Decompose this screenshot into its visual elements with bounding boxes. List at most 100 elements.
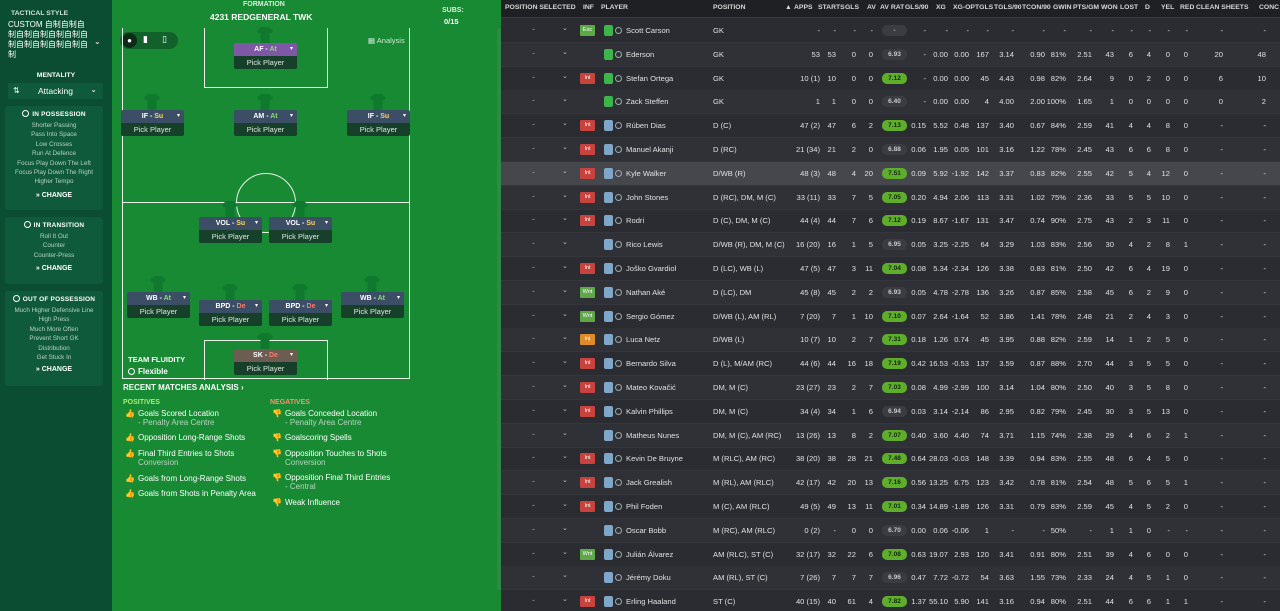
player-name[interactable]: John Stones xyxy=(626,192,669,202)
player-name[interactable]: Phil Foden xyxy=(626,502,663,511)
formation-position-3[interactable]: AM - At ▾ Pick Player xyxy=(234,94,297,136)
negative-item[interactable]: 👎 Goals Conceded Location - Penalty Area C… xyxy=(270,409,377,427)
position-selected-value[interactable]: - xyxy=(532,95,535,106)
role-dropdown-icon[interactable]: ▾ xyxy=(289,113,293,119)
role-dropdown-icon[interactable]: ▾ xyxy=(402,113,406,119)
position-role[interactable]: AF - At ▾ xyxy=(234,43,297,56)
position-selected-value[interactable]: - xyxy=(532,476,535,487)
col-inf[interactable]: INF xyxy=(583,4,594,11)
table-row[interactable]: - ⌄ Ederson GK 53 53 0 0-0.00 0.00 167 3.14 0.90 81%… xyxy=(501,42,1280,67)
position-select-chevron-icon[interactable]: ⌄ xyxy=(562,167,568,175)
pick-player-button[interactable]: Pick Player xyxy=(269,313,332,326)
table-row[interactable]: - ⌄ Matheus Nunes DM, M (C), AM (RC) 13 (26)… xyxy=(501,423,1280,448)
col-av[interactable]: AV xyxy=(867,4,876,11)
position-role[interactable]: AM - At ▾ xyxy=(234,110,297,123)
table-row[interactable]: - ⌄ Int Kalvin Phillips DM, M (C) 34 (4) 34 1 6 0… xyxy=(501,400,1280,424)
player-name[interactable]: Bernardo Silva xyxy=(626,359,676,369)
col-starts[interactable]: STARTS xyxy=(818,4,845,11)
formation-position-8[interactable]: BPD - De ▾ Pick Player xyxy=(199,284,262,326)
role-dropdown-icon[interactable]: ▾ xyxy=(182,295,186,301)
pick-player-button[interactable]: Pick Player xyxy=(127,305,190,318)
player-name[interactable]: Scott Carson xyxy=(626,26,670,35)
formation-position-9[interactable]: BPD - De ▾ Pick Player xyxy=(269,284,332,326)
subs-scrollbar[interactable] xyxy=(497,28,501,590)
col-apps[interactable]: APPS xyxy=(794,4,813,11)
position-select-chevron-icon[interactable]: ⌄ xyxy=(562,572,568,580)
position-role[interactable]: IF - Su ▾ xyxy=(347,110,410,123)
position-select-chevron-icon[interactable]: ⌄ xyxy=(562,215,568,223)
position-select-chevron-icon[interactable]: ⌄ xyxy=(562,405,568,413)
table-row[interactable]: - ⌄ Int Manuel Akanji D (RC) 21 (34) 21 2 0 0.06 1… xyxy=(501,138,1280,162)
col-conc[interactable]: CONC xyxy=(1259,4,1280,11)
role-dropdown-icon[interactable]: ▾ xyxy=(254,303,258,309)
position-selected-value[interactable]: - xyxy=(532,333,535,344)
formation-position-10[interactable]: WB - At ▾ Pick Player xyxy=(341,276,404,318)
player-name[interactable]: Erling Haaland xyxy=(626,597,676,607)
negative-item[interactable]: 👎 Opposition Final Third Entries - Central xyxy=(270,473,390,491)
table-row[interactable]: - ⌄ Int Erling Haaland ST (C) 40 (15) 40 61 4 1.3… xyxy=(501,590,1280,611)
position-role[interactable]: SK - De ▾ xyxy=(234,349,297,362)
table-row[interactable]: - ⌄ Int John Stones D (RC), DM, M (C) 33 (11)… xyxy=(501,185,1280,210)
negative-item[interactable]: 👎 Goalscoring Spells xyxy=(270,433,352,442)
pick-player-button[interactable]: Pick Player xyxy=(199,230,262,243)
position-select-chevron-icon[interactable]: ⌄ xyxy=(562,96,568,104)
col-d[interactable]: D xyxy=(1145,4,1150,11)
position-selected-value[interactable]: - xyxy=(532,357,535,368)
player-name[interactable]: Sergio Gómez xyxy=(626,311,675,321)
player-name[interactable]: Rico Lewis xyxy=(626,240,663,250)
position-select-chevron-icon[interactable]: ⌄ xyxy=(562,524,568,532)
table-row[interactable]: - ⌄ Int Stefan Ortega GK 10 (1) 10 0 0-0.00 0.00 4… xyxy=(501,67,1280,91)
col-tcon90[interactable]: TCON/90 xyxy=(1022,4,1051,11)
table-row[interactable]: - ⌄ Wnt Julián Álvarez AM (RLC), ST (C) 32 (1… xyxy=(501,543,1280,567)
position-selected-value[interactable]: - xyxy=(532,309,535,320)
player-name[interactable]: Matheus Nunes xyxy=(626,430,680,440)
table-row[interactable]: - ⌄ Int Jack Grealish M (RL), AM (RLC) 42 (17… xyxy=(501,471,1280,496)
player-name[interactable]: Nathan Aké xyxy=(626,287,666,297)
position-select-chevron-icon[interactable]: ⌄ xyxy=(562,120,568,128)
table-row[interactable]: - ⌄ Int Kevin De Bruyne M (RLC), AM (RC) 38 (… xyxy=(501,447,1280,472)
position-role[interactable]: WB - At ▾ xyxy=(127,292,190,305)
col-tgls90[interactable]: TGLS/90 xyxy=(994,4,1022,11)
custom-tactic-name[interactable]: CUSTOM 自制自制自制自制自制自制自制自制自制自制自制自制自制 xyxy=(8,20,88,59)
position-select-chevron-icon[interactable]: ⌄ xyxy=(562,596,568,604)
position-select-chevron-icon[interactable]: ⌄ xyxy=(562,358,568,366)
player-name[interactable]: Mateo Kovačić xyxy=(626,383,676,392)
position-select-chevron-icon[interactable]: ⌄ xyxy=(562,453,568,461)
role-dropdown-icon[interactable]: ▾ xyxy=(176,113,180,119)
position-selected-value[interactable]: - xyxy=(532,24,535,34)
position-selected-value[interactable]: - xyxy=(532,143,535,153)
player-name[interactable]: Joško Gvardiol xyxy=(626,264,677,273)
position-selected-value[interactable]: - xyxy=(532,47,535,58)
pick-player-button[interactable]: Pick Player xyxy=(347,123,410,136)
role-dropdown-icon[interactable]: ▾ xyxy=(254,220,258,226)
pick-player-button[interactable]: Pick Player xyxy=(199,313,262,326)
position-selected-value[interactable]: - xyxy=(532,381,535,391)
table-row[interactable]: - ⌄ Int Joško Gvardiol D (LC), WB (L) 47 (5) 4… xyxy=(501,257,1280,281)
player-name[interactable]: Luca Netz xyxy=(626,335,661,345)
position-selected-value[interactable]: - xyxy=(532,547,535,558)
tactic-dropdown-chevron-icon[interactable]: ⌄ xyxy=(94,37,101,46)
position-selected-value[interactable]: - xyxy=(532,166,535,177)
table-row[interactable]: - ⌄ Exc Scott Carson GK - - - - - - - - - - - - - - - - - - - - xyxy=(501,19,1280,43)
position-selected-value[interactable]: - xyxy=(532,190,535,201)
table-row[interactable]: - ⌄ Inj Luca Netz D/WB (L) 10 (7) 10 2 7 0.18 1.26… xyxy=(501,328,1280,353)
table-row[interactable]: - ⌄ Int Rúben Dias D (C) 47 (2) 47 6 2 0.15 5.52 0.… xyxy=(501,114,1280,139)
formation-position-1[interactable]: AF - At ▾ Pick Player xyxy=(234,27,297,69)
position-selected-value[interactable]: - xyxy=(532,404,535,415)
player-name[interactable]: Kevin De Bruyne xyxy=(626,454,683,464)
role-dropdown-icon[interactable]: ▾ xyxy=(289,46,293,52)
col-position[interactable]: POSITION xyxy=(713,4,746,11)
table-row[interactable]: - ⌄ Rico Lewis D/WB (R), DM, M (C) 16 (20) 16… xyxy=(501,233,1280,258)
position-select-chevron-icon[interactable]: ⌄ xyxy=(562,191,568,199)
player-name[interactable]: Stefan Ortega xyxy=(626,73,674,83)
position-selected-value[interactable]: - xyxy=(532,523,535,534)
player-name[interactable]: Rodri xyxy=(626,216,645,226)
col-clean-sheets[interactable]: CLEAN SHEETS xyxy=(1196,4,1249,11)
col-gwin[interactable]: GWIN xyxy=(1053,4,1072,11)
table-row[interactable]: - ⌄ Jérémy Doku AM (RL), ST (C) 7 (26) 7 7 7 0.4… xyxy=(501,566,1280,591)
position-select-chevron-icon[interactable]: ⌄ xyxy=(562,429,568,437)
position-select-chevron-icon[interactable]: ⌄ xyxy=(562,501,568,508)
player-name[interactable]: Zack Steffen xyxy=(626,97,669,107)
in-possession-change-button[interactable]: » CHANGE xyxy=(35,191,73,199)
position-select-chevron-icon[interactable]: ⌄ xyxy=(562,334,568,342)
